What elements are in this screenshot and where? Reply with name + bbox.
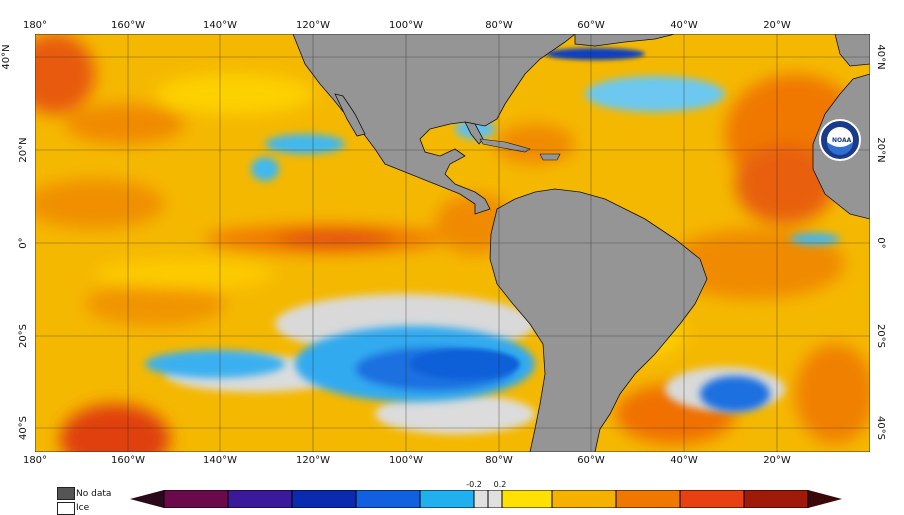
lon-label-top: 100°W xyxy=(389,20,423,31)
colorbar-high-arrow xyxy=(808,490,842,508)
lon-label-top: 140°W xyxy=(203,20,237,31)
lon-label-bottom: 120°W xyxy=(296,455,330,466)
graticule xyxy=(35,34,870,452)
lon-label-bottom: 160°W xyxy=(111,455,145,466)
cool-zone xyxy=(700,376,770,412)
land-baja xyxy=(334,93,366,137)
lat-label-left: 20°S xyxy=(18,323,29,349)
warm-patch xyxy=(35,179,165,229)
lon-label-top: 80°W xyxy=(485,20,513,31)
lon-label-top: 160°W xyxy=(111,20,145,31)
land-canada-east xyxy=(574,34,676,47)
colorbar-segment xyxy=(356,490,420,508)
land-north-america xyxy=(292,34,576,215)
neutral-zone xyxy=(375,394,535,434)
cool-zone xyxy=(265,134,345,154)
warm-patch xyxy=(275,231,395,247)
cool-zone xyxy=(790,233,840,245)
warm-patch xyxy=(35,34,95,114)
cool-zone xyxy=(585,76,725,112)
colorbar-segment xyxy=(616,490,680,508)
cool-zone xyxy=(145,350,285,378)
lat-label-right: 20°N xyxy=(875,137,886,163)
colorbar-segment xyxy=(552,490,616,508)
anomaly-colorbar xyxy=(130,490,842,508)
lon-label-top: 180° xyxy=(22,20,48,31)
land-iberia xyxy=(834,34,870,67)
lat-label-left: 20°N xyxy=(18,137,29,163)
colorbar-high-label: 0.2 xyxy=(493,480,507,489)
no-data-label: No data xyxy=(76,489,112,499)
land-florida xyxy=(464,121,484,145)
cold-core xyxy=(545,48,645,60)
colorbar-segment xyxy=(680,490,744,508)
land-south-america xyxy=(489,188,708,452)
colorbar-segment xyxy=(164,490,228,508)
ice-label: Ice xyxy=(76,503,90,513)
colorbar-segment xyxy=(474,490,488,508)
colorbar-segment xyxy=(228,490,292,508)
lat-label-right: 0° xyxy=(875,237,886,249)
colorbar-segment xyxy=(502,490,552,508)
lon-label-top: 120°W xyxy=(296,20,330,31)
warm-patch xyxy=(65,104,185,144)
colorbar-segment xyxy=(744,490,808,508)
lon-label-bottom: 60°W xyxy=(577,455,605,466)
colorbar-low-arrow xyxy=(130,490,164,508)
lon-label-bottom: 20°W xyxy=(763,455,791,466)
warm-patch xyxy=(85,282,225,326)
ice-swatch xyxy=(57,502,75,515)
lon-label-top: 40°W xyxy=(670,20,698,31)
lat-label-left: 40°S xyxy=(18,415,29,441)
lon-label-top: 60°W xyxy=(577,20,605,31)
lon-label-bottom: 80°W xyxy=(485,455,513,466)
light-patch xyxy=(95,259,275,289)
lon-label-bottom: 40°W xyxy=(670,455,698,466)
land-hispaniola xyxy=(539,153,561,161)
land-cuba xyxy=(479,138,531,153)
colorbar-segment xyxy=(488,490,502,508)
lat-label-right: 40°S xyxy=(875,415,886,441)
lat-label-right: 40°N xyxy=(875,44,886,70)
lon-label-top: 20°W xyxy=(763,20,791,31)
lon-label-bottom: 180° xyxy=(22,455,48,466)
colorbar-segment xyxy=(292,490,356,508)
noaa-logo-text: NOAA xyxy=(832,137,852,144)
sst-anomaly-map xyxy=(35,34,870,452)
warm-patch xyxy=(795,344,870,444)
lat-label-left: 40°N xyxy=(1,44,12,70)
cool-zone xyxy=(251,157,279,181)
noaa-logo xyxy=(819,119,861,161)
warm-patch xyxy=(735,144,835,224)
colorbar-low-label: -0.2 xyxy=(466,480,482,489)
colorbar-segment xyxy=(420,490,474,508)
lat-label-left: 0° xyxy=(18,237,29,249)
lon-label-bottom: 140°W xyxy=(203,455,237,466)
lat-label-right: 20°S xyxy=(875,323,886,349)
light-patch xyxy=(155,74,315,114)
lon-label-bottom: 100°W xyxy=(389,455,423,466)
warm-patch xyxy=(665,229,845,299)
cold-core xyxy=(410,349,520,379)
no-data-swatch xyxy=(57,487,75,500)
